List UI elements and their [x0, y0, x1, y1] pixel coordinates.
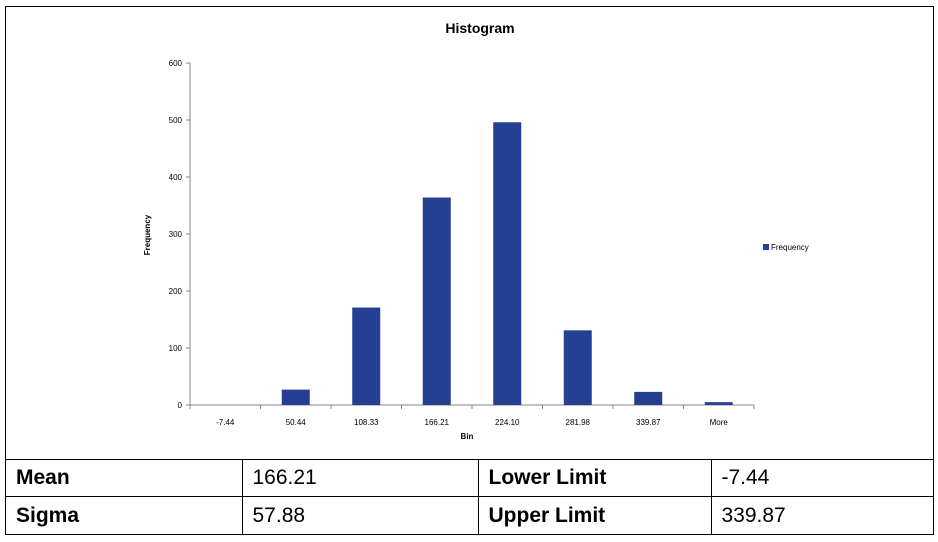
sigma-value: 57.88 — [241, 496, 479, 534]
legend-label: Frequency — [771, 243, 809, 252]
lower-limit-value: -7.44 — [710, 459, 933, 497]
x-axis-label: Bin — [461, 432, 474, 441]
y-tick-label: 400 — [169, 173, 183, 182]
x-tick-label: 108.33 — [354, 418, 379, 427]
y-tick-label: 300 — [169, 230, 183, 239]
bars — [281, 122, 733, 405]
x-tick-label: -7.44 — [216, 418, 235, 427]
mean-label: Mean — [6, 459, 243, 497]
upper-limit-label: Upper Limit — [477, 496, 712, 534]
histogram-bar — [352, 307, 381, 405]
chart-area: Histogram Frequency Bin -7.44 50.44 108.33… — [6, 7, 933, 460]
stats-row-sigma: Sigma 57.88 Upper Limit 339.87 — [6, 496, 933, 534]
chart-title: Histogram — [445, 20, 514, 36]
histogram-bar — [563, 330, 592, 405]
y-tick-label: 200 — [169, 287, 183, 296]
y-tick-labels: 0 100 200 300 400 500 600 — [169, 59, 183, 410]
histogram-bar — [493, 122, 522, 405]
y-tick-label: 0 — [178, 401, 183, 410]
histogram-bar — [281, 389, 310, 405]
y-axis-label: Frequency — [143, 214, 152, 255]
histogram-chart: Histogram Frequency Bin -7.44 50.44 108.33… — [143, 20, 809, 441]
axes — [186, 62, 755, 409]
x-tick-label: 339.87 — [636, 418, 661, 427]
x-tick-label: More — [710, 418, 729, 427]
stats-table: Mean 166.21 Lower Limit -7.44 Sigma 57.8… — [6, 459, 933, 534]
y-tick-label: 100 — [169, 344, 183, 353]
stats-row-mean: Mean 166.21 Lower Limit -7.44 — [6, 459, 933, 497]
sigma-label: Sigma — [6, 496, 243, 534]
mean-value: 166.21 — [241, 459, 479, 497]
x-tick-labels: -7.44 50.44 108.33 166.21 224.10 281.98 339.87… — [216, 418, 728, 427]
upper-limit-value: 339.87 — [710, 496, 933, 534]
histogram-bar — [634, 391, 663, 405]
legend-swatch — [763, 244, 769, 250]
x-tick-label: 281.98 — [566, 418, 591, 427]
lower-limit-label: Lower Limit — [477, 459, 712, 497]
legend: Frequency — [763, 243, 809, 252]
histogram-report: Histogram Frequency Bin -7.44 50.44 108.33… — [5, 6, 934, 535]
y-tick-label: 500 — [169, 116, 183, 125]
x-tick-label: 50.44 — [286, 418, 307, 427]
histogram-bar — [704, 402, 733, 405]
x-tick-label: 224.10 — [495, 418, 520, 427]
x-tick-label: 166.21 — [425, 418, 450, 427]
y-tick-label: 600 — [169, 59, 183, 68]
histogram-bar — [422, 197, 451, 405]
